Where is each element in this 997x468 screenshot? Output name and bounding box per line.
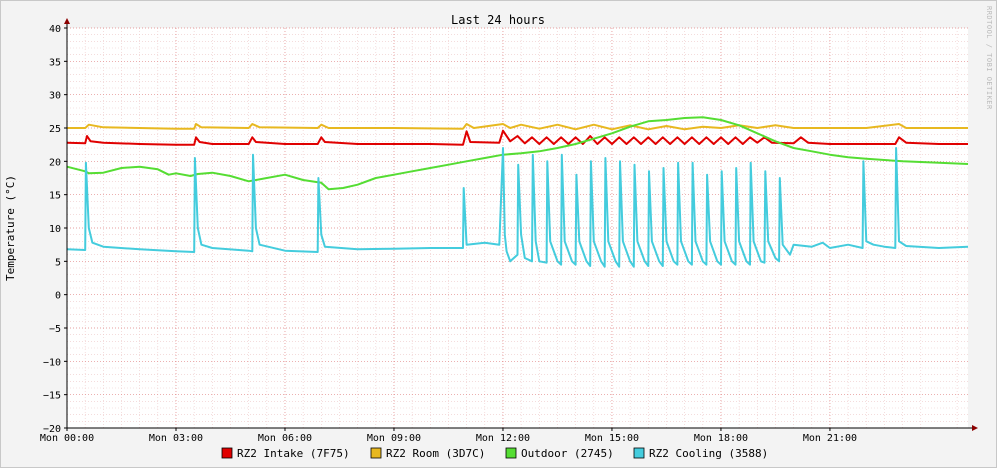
chart-title: Last 24 hours (451, 13, 545, 27)
legend-swatch-3 (633, 447, 645, 459)
legend-swatch-0 (221, 447, 233, 459)
x-tick-label: Mon 18:00 (694, 433, 748, 444)
y-tick-label: −10 (43, 357, 61, 368)
series-line-3 (66, 147, 969, 268)
x-tick-label: Mon 00:00 (40, 433, 94, 444)
legend-label-1: RZ2 Room (3D7C) (386, 447, 485, 460)
legend-swatch-1 (370, 447, 382, 459)
series-line-2 (66, 116, 969, 191)
x-axis-arrow (972, 425, 978, 431)
y-tick-label: 40 (49, 24, 61, 35)
y-tick-label: 25 (49, 124, 61, 135)
x-tick-label: Mon 06:00 (258, 433, 312, 444)
y-tick-label: −5 (49, 324, 61, 335)
y-tick-label: 30 (49, 91, 61, 102)
series-line-0 (66, 129, 968, 146)
x-tick-label: Mon 12:00 (476, 433, 530, 444)
y-axis-label: Temperature (°C) (4, 175, 17, 281)
legend: RZ2 Intake (7F75) RZ2 Room (3D7C) Outdoor … (221, 447, 768, 460)
y-tick-label: 0 (55, 291, 61, 302)
legend-label-0: RZ2 Intake (7F75) (237, 447, 350, 460)
x-tick-label: Mon 15:00 (585, 433, 639, 444)
series-line-1 (67, 123, 968, 131)
x-tick-label: Mon 03:00 (149, 433, 203, 444)
series-lines (66, 116, 969, 268)
y-axis-arrow (64, 18, 70, 24)
legend-swatch-2 (505, 447, 517, 459)
x-tick-label: Mon 09:00 (367, 433, 421, 444)
y-tick-label: 15 (49, 191, 61, 202)
y-tick-label: 10 (49, 224, 61, 235)
rrdtool-watermark: RRDTOOL / TOBI OETIKER (985, 6, 993, 110)
y-tick-label: 20 (49, 157, 61, 168)
y-tick-label: 5 (55, 257, 61, 268)
y-tick-label: −15 (43, 391, 61, 402)
legend-label-3: RZ2 Cooling (3588) (649, 447, 768, 460)
x-tick-label: Mon 21:00 (803, 433, 857, 444)
legend-label-2: Outdoor (2745) (521, 447, 614, 460)
y-tick-label: −20 (43, 424, 61, 435)
y-tick-label: 35 (49, 57, 61, 68)
